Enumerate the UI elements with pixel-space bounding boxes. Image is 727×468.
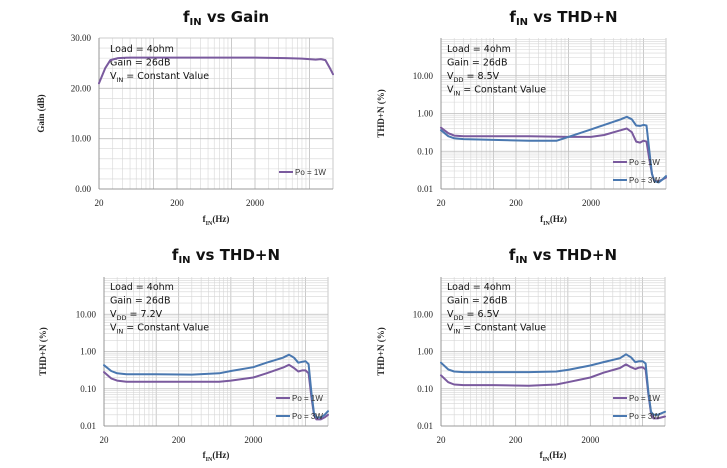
y-tick-label: 1.00 (417, 347, 433, 357)
x-tick-label: 20 (437, 435, 447, 445)
chart-thd-8v5-svg: fIN vs THD+N 0.01 0.10 1.00 10.00 20 200 2000 fI… (376, 8, 667, 227)
legend-label: Po = 1W (292, 394, 323, 403)
annotation-text: Gain = 26dB (110, 296, 170, 307)
y-tick-label: 30.00 (71, 33, 92, 43)
y-tick-label: 20.00 (71, 83, 92, 93)
chart-gain: fIN vs Gain 0.00 10.00 20.00 30.00 20 200 2000 f… (0, 0, 364, 234)
x-tick-label: 2000 (582, 198, 601, 208)
x-axis-label: fIN(Hz) (540, 450, 567, 463)
chart-title: fIN vs THD+N (509, 246, 617, 266)
x-tick-label: 2000 (581, 435, 600, 445)
x-tick-label: 200 (509, 198, 523, 208)
annotation-text: VDD = 6.5V (447, 309, 500, 322)
x-axis-label: fIN(Hz) (203, 450, 230, 463)
series-line-po-1w (440, 126, 667, 183)
x-tick-label: 2000 (244, 435, 263, 445)
x-tick-label: 2000 (246, 198, 265, 208)
grid (103, 277, 329, 427)
chart-title: fIN vs Gain (183, 8, 269, 28)
annotation-text: Load = 4ohm (447, 282, 511, 293)
y-tick-label: 0.01 (417, 184, 433, 194)
y-tick-label: 1.00 (80, 347, 96, 357)
annotation-text: Load = 4ohm (110, 44, 174, 55)
annotation-text: VIN = Constant Value (447, 85, 546, 98)
y-tick-label: 0.10 (417, 146, 433, 156)
y-tick-label: 0.01 (80, 421, 96, 431)
x-axis-label: fIN(Hz) (203, 214, 230, 227)
legend-label: Po = 3W (292, 412, 323, 421)
y-tick-label: 1.00 (417, 109, 433, 119)
series-line-po-1w (440, 363, 666, 420)
chart-thd-7v2: fIN vs THD+N 0.01 0.10 1.00 10.00 20 200 2000 fI… (0, 234, 364, 468)
chart-thd-7v2-svg: fIN vs THD+N 0.01 0.10 1.00 10.00 20 200 2000 fI… (38, 246, 329, 463)
x-tick-label: 20 (437, 198, 447, 208)
annotation-text: Gain = 26dB (447, 296, 507, 307)
legend-label: Po = 1W (629, 158, 660, 167)
annotation-text: Load = 4ohm (447, 44, 511, 55)
annotation-text: Load = 4ohm (110, 282, 174, 293)
y-axis-label: THD+N (%) (376, 89, 386, 137)
chart-title: fIN vs THD+N (172, 246, 280, 266)
series-line-po-3w (103, 353, 329, 419)
y-axis-label: Gain (dB) (36, 94, 46, 132)
y-axis-label: THD+N (%) (38, 327, 48, 375)
annotation-text: Gain = 26dB (110, 58, 170, 69)
x-tick-label: 200 (172, 435, 186, 445)
x-axis-label: fIN(Hz) (540, 214, 567, 227)
series-line-po-3w (440, 115, 667, 184)
chart-title: fIN vs THD+N (509, 8, 617, 28)
legend-label: Po = 1W (295, 168, 326, 177)
y-axis-label: THD+N (%) (376, 327, 386, 375)
legend-label: Po = 3W (629, 412, 660, 421)
annotation-text: VDD = 8.5V (447, 71, 500, 84)
annotation-text: VIN = Constant Value (110, 323, 209, 336)
chart-thd-8v5: fIN vs THD+N 0.01 0.10 1.00 10.00 20 200 2000 fI… (364, 0, 727, 234)
annotation-text: VDD = 7.2V (110, 309, 163, 322)
y-tick-label: 0.10 (80, 384, 96, 394)
y-tick-label: 0.10 (417, 384, 433, 394)
chart-thd-6v5: fIN vs THD+N 0.01 0.10 1.00 10.00 20 200 2000 fI… (364, 234, 727, 468)
x-tick-label: 200 (170, 198, 184, 208)
series-line-po-3w (440, 353, 666, 416)
annotation-text: VIN = Constant Value (447, 323, 546, 336)
grid (440, 277, 666, 427)
y-tick-label: 10.00 (413, 71, 434, 81)
legend-label: Po = 3W (629, 176, 660, 185)
chart-gain-svg: fIN vs Gain 0.00 10.00 20.00 30.00 20 200 2000 f… (36, 8, 334, 227)
chart-thd-6v5-svg: fIN vs THD+N 0.01 0.10 1.00 10.00 20 200 2000 fI… (376, 246, 666, 463)
annotation-text: VIN = Constant Value (110, 71, 209, 84)
x-tick-label: 20 (95, 198, 105, 208)
legend-label: Po = 1W (629, 394, 660, 403)
x-tick-label: 200 (509, 435, 523, 445)
series-line-po-1w (98, 56, 334, 85)
annotation-text: Gain = 26dB (447, 58, 507, 69)
y-tick-label: 10.00 (413, 309, 434, 319)
x-tick-label: 20 (100, 435, 110, 445)
y-tick-label: 0.00 (75, 184, 91, 194)
y-tick-label: 10.00 (71, 134, 92, 144)
y-tick-label: 10.00 (76, 309, 97, 319)
y-tick-label: 0.01 (417, 421, 433, 431)
